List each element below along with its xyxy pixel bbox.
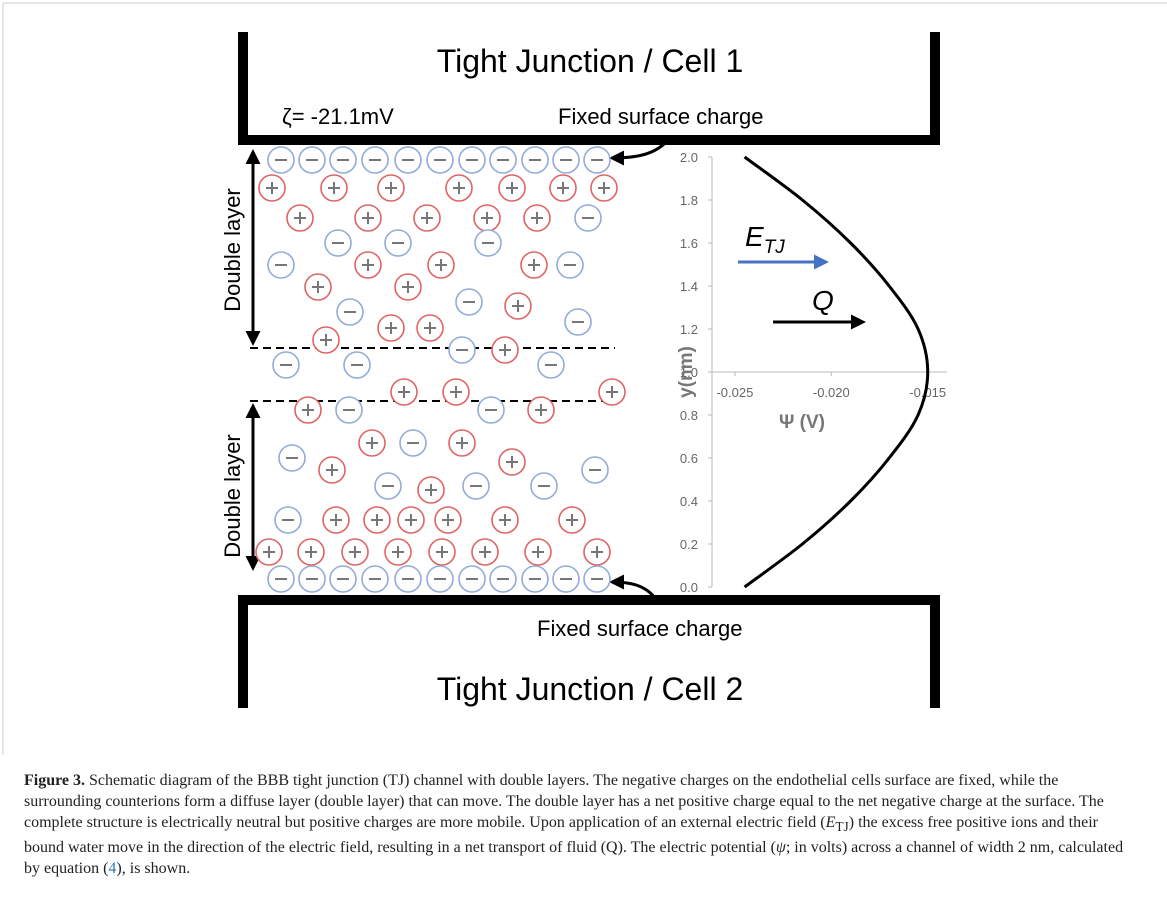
surface-label: Fixed surface charge: [537, 616, 742, 641]
flow-label: Q: [812, 285, 834, 316]
y-tick-label: 1.4: [680, 279, 698, 294]
y-tick-label: 1.2: [680, 322, 698, 337]
y-tick-label: 0.6: [680, 451, 698, 466]
ions: [256, 147, 625, 592]
y-tick-label: 2.0: [680, 150, 698, 165]
x-tick-label: -0.020: [813, 385, 850, 400]
caption-symbol: E: [826, 814, 836, 831]
y-tick-label: 1.8: [680, 193, 698, 208]
y-tick-label: 0.8: [680, 408, 698, 423]
plot: 0.00.20.40.60.81.01.21.41.61.82.0-0.025-…: [676, 150, 947, 595]
caption-text: ), is shown.: [116, 860, 190, 877]
field-label: ETJ: [745, 221, 785, 258]
layer-label: Double layer: [220, 434, 245, 558]
field-symbol: E: [745, 221, 764, 252]
cell-label: Tight Junction / Cell 2: [437, 671, 744, 707]
figure: Tight Junction / Cell 1 Tight Junction /…: [0, 0, 1167, 760]
caption-symbol: ψ: [776, 839, 786, 856]
x-axis-label: Ψ (V): [779, 412, 825, 433]
x-tick-label: -0.025: [716, 385, 753, 400]
zeta-label: ζ= -21.1mV: [282, 104, 394, 129]
caption: Figure 3. Schematic diagram of the BBB t…: [24, 770, 1139, 879]
y-tick-label: 0.2: [680, 537, 698, 552]
y-axis-label: y(nm): [676, 346, 697, 398]
y-tick-label: 0.0: [680, 580, 698, 595]
y-tick-label: 1.6: [680, 236, 698, 251]
field-subscript: TJ: [764, 237, 786, 258]
layer-label: Double layer: [220, 188, 245, 312]
y-tick-label: 0.4: [680, 494, 698, 509]
page: Tight Junction / Cell 1 Tight Junction /…: [0, 0, 1167, 899]
surface-label: Fixed surface charge: [558, 104, 763, 129]
caption-subscript: TJ: [835, 819, 848, 834]
caption-label: Figure 3.: [24, 772, 85, 789]
cell-label: Tight Junction / Cell 1: [437, 43, 744, 79]
